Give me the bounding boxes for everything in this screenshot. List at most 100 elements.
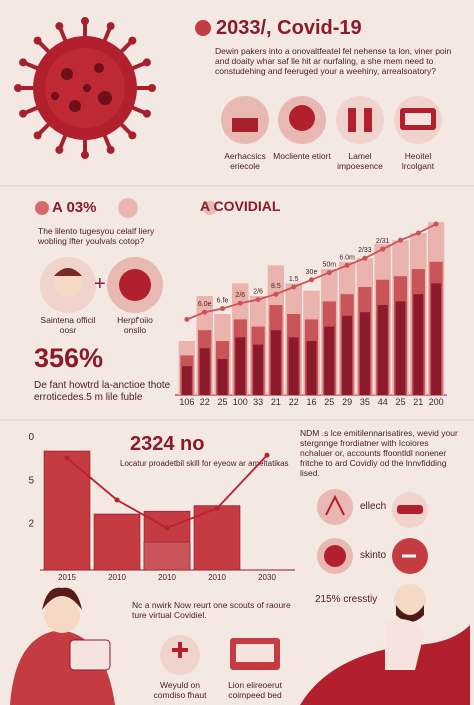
spike-tip — [142, 58, 151, 67]
note: De fant howtrd la-anctioe thote errotice… — [34, 380, 171, 403]
x-tick-label: 25 — [324, 397, 334, 407]
people — [10, 584, 470, 705]
spike-tip — [128, 131, 137, 140]
x-tick-label: 25 — [217, 397, 227, 407]
stat: 356% — [34, 343, 104, 373]
intro: Dewin pakers into a onovaltfeatel fel ne… — [215, 46, 452, 76]
point-label: 2/6 — [253, 289, 263, 296]
point-label: 2/31 — [376, 238, 390, 245]
point-label: 8.5 — [271, 283, 281, 290]
right-icons — [317, 489, 428, 574]
x-tick-label: 33 — [253, 397, 263, 407]
footer-label: Lion elireoerut coimpeed bed — [228, 680, 282, 700]
bar — [413, 294, 424, 395]
x-tick-label: 21 — [271, 397, 281, 407]
spike-tip — [55, 22, 64, 31]
footer-stat: 215% cresstiy — [315, 594, 378, 605]
point-label: 2/33 — [358, 247, 372, 254]
item: ellech — [360, 501, 387, 512]
spike-tip — [142, 109, 151, 118]
spike-tip — [14, 84, 22, 92]
spike-tip — [148, 84, 156, 92]
chart-title: A COVIDIAL — [200, 198, 281, 214]
chart-subtitle: Locatur proadetbil skill for eyeow ar am… — [120, 459, 289, 468]
bar — [324, 326, 335, 395]
line — [186, 223, 437, 321]
x-tick-label: 29 — [342, 397, 352, 407]
x-tick-label: 106 — [179, 397, 194, 407]
icon-label: Lamel impoesence — [337, 151, 383, 171]
x-tick-label: 16 — [306, 397, 316, 407]
spike-tip — [33, 131, 42, 140]
x-tick-label: 2030 — [258, 573, 276, 582]
x-tick-label: 25 — [395, 397, 405, 407]
bar — [270, 330, 281, 395]
footer-label: Weyuld on comdiso fhaut — [153, 680, 207, 700]
spike-tip — [81, 17, 89, 25]
y-label: 0 — [28, 432, 34, 443]
bar — [181, 366, 192, 395]
bar — [235, 337, 246, 395]
bar — [199, 348, 210, 395]
x-tick-label: 2010 — [158, 573, 176, 582]
x-tick-label: 100 — [233, 397, 248, 407]
icon-label: Mocliente etiort — [273, 151, 331, 161]
point-label: 2/6 — [235, 292, 245, 299]
x-tick-label: 200 — [429, 397, 444, 407]
spike-tip — [106, 145, 115, 154]
bar — [93, 513, 141, 571]
title: 2033/, Covid-19 — [216, 17, 362, 39]
footer-text: Nc a nwirk Now reurt one scouts of raour… — [132, 600, 291, 620]
bar — [193, 505, 241, 571]
virus-label: Herpf'oiio onsllo — [117, 315, 153, 335]
bar — [359, 312, 370, 395]
point-label: 30e — [306, 269, 318, 276]
x-tick-label: 22 — [289, 397, 299, 407]
x-tick-label: 2015 — [58, 573, 76, 582]
chart-title: 2324 no — [130, 433, 204, 455]
bar — [431, 283, 442, 395]
spike-tip — [128, 36, 137, 45]
x-tick-label: 2010 — [108, 573, 126, 582]
bar — [253, 344, 264, 395]
face-label: Saintena officil oosr — [40, 315, 96, 335]
spike-tip — [81, 151, 89, 159]
item: skinto — [360, 550, 387, 561]
bar — [217, 359, 228, 395]
y-label: 5 — [28, 475, 34, 486]
left-heading: A 03% — [52, 199, 97, 216]
point-label: 50m — [322, 262, 336, 269]
bar — [377, 305, 388, 395]
x-tick-label: 2010 — [208, 573, 226, 582]
bar — [342, 315, 353, 395]
left-icons: + — [35, 198, 217, 313]
spike-tip — [19, 58, 28, 67]
bar — [43, 450, 91, 571]
bar — [143, 541, 191, 571]
spike-tip — [19, 109, 28, 118]
line — [66, 454, 268, 529]
spike-tip — [33, 36, 42, 45]
bar — [288, 337, 299, 395]
x-tick-label: 21 — [413, 397, 423, 407]
right-text: NDM .s lce emitilennarisatires, wevid yo… — [300, 428, 458, 478]
point-label: 6.fe — [217, 298, 229, 305]
title-icon — [195, 20, 211, 36]
question: The lilento tugesyou celalf liery woblin… — [38, 226, 155, 246]
point-label: 6.0e — [198, 301, 212, 308]
virus — [14, 17, 156, 159]
point-label: 1.5 — [289, 276, 299, 283]
icon-label: Aerhacsics eriecole — [224, 151, 266, 171]
point-label: 6.0m — [339, 254, 355, 261]
x-tick-label: 22 — [200, 397, 210, 407]
icon-label: Heoitel lrcolgant — [401, 151, 435, 171]
y-label: 2 — [28, 519, 34, 530]
bar — [395, 301, 406, 395]
spike-tip — [55, 145, 64, 154]
x-tick-label: 35 — [360, 397, 370, 407]
icon-row — [221, 96, 442, 144]
spike-tip — [106, 22, 115, 31]
svg-text:+: + — [94, 273, 106, 295]
